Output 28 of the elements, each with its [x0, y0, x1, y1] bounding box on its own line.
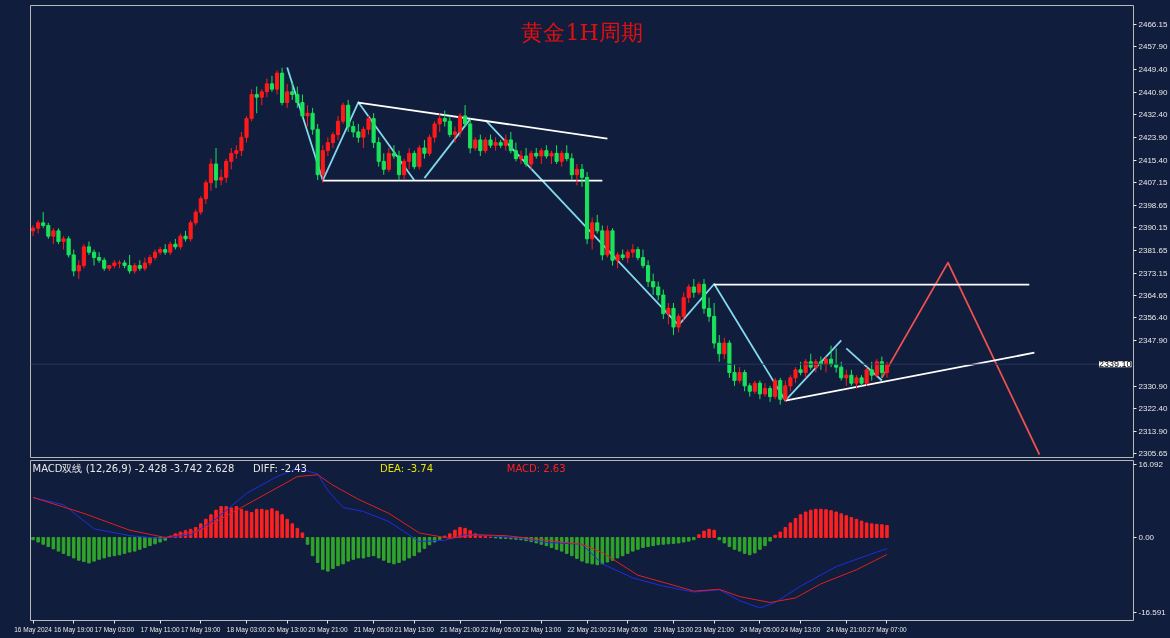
y-tick-label: 2313.90 — [1138, 427, 1168, 437]
annotation: MACD双线 (12,26,9) -2.428 -3.742 2.628 — [32, 462, 235, 474]
text: 黄金1H周期 — [521, 19, 643, 45]
y-tick-label: 2398.65 — [1138, 200, 1168, 210]
y-tick-label: 2390.15 — [1138, 223, 1168, 233]
y-tick-label: 2432.40 — [1138, 110, 1168, 120]
y-tick-label: 2347.90 — [1138, 336, 1168, 346]
y-tick-label: 2407.15 — [1138, 177, 1168, 187]
y-tick-label: 2440.90 — [1138, 87, 1168, 97]
y-tick-label: 2330.90 — [1138, 381, 1168, 391]
y-tick-label: 2322.40 — [1138, 404, 1168, 414]
annotation: DEA: -3.74 — [379, 462, 434, 474]
y-tick-label: 2305.65 — [1138, 449, 1168, 459]
y-tick-label: 2449.40 — [1138, 64, 1168, 74]
y-tick-label: 0.00 — [1138, 532, 1155, 542]
y-tick-label: 2415.40 — [1138, 155, 1168, 165]
y-tick-label: -16.591 — [1138, 608, 1167, 618]
y-tick-label: 2466.15 — [1138, 20, 1168, 30]
y-tick-label: 2373.15 — [1138, 268, 1168, 278]
ref-line-label: 2339.10 — [1098, 359, 1132, 370]
y-tick-label: 2423.90 — [1138, 133, 1168, 143]
y-tick-label: 2364.65 — [1138, 291, 1168, 301]
y-tick-label: 2381.65 — [1138, 245, 1168, 255]
y-tick-label: 16.092 — [1138, 459, 1164, 469]
annotation: DIFF: -2.43 — [253, 462, 307, 474]
y-tick-label: 2356.40 — [1138, 313, 1168, 323]
y-tick-label: 2457.90 — [1138, 42, 1168, 52]
annotation: MACD: 2.63 — [506, 462, 566, 474]
